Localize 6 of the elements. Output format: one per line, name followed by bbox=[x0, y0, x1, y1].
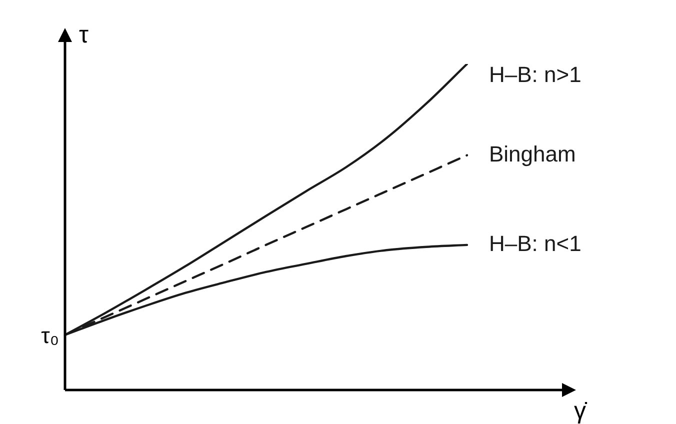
series-label: H–B: n<1 bbox=[489, 230, 582, 256]
series-label: Bingham bbox=[489, 141, 576, 166]
annotation: τ₀ bbox=[41, 322, 59, 348]
series-label: H–B: n>1 bbox=[489, 62, 582, 88]
y-axis-title: τ bbox=[79, 22, 89, 49]
x-axis-title: γ̇ bbox=[574, 398, 588, 424]
